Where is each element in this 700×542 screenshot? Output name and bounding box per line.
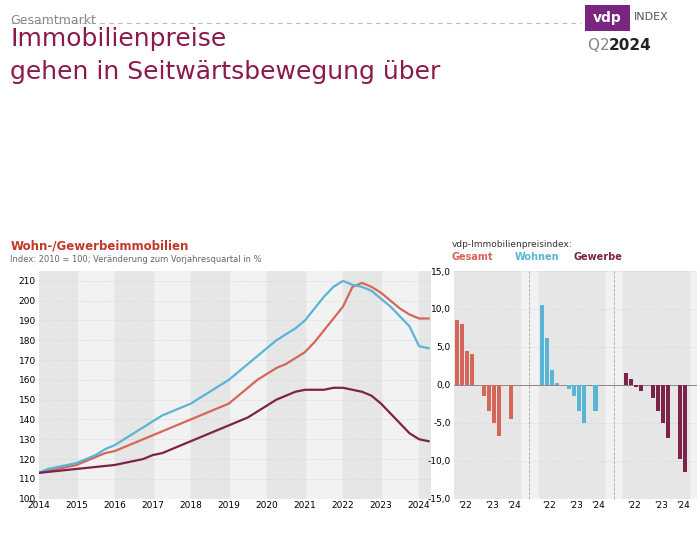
Bar: [582, 385, 586, 423]
Bar: [683, 385, 687, 472]
Text: Gesamt: Gesamt: [452, 252, 493, 262]
Bar: [566, 385, 570, 389]
Text: Gewerbe: Gewerbe: [574, 252, 623, 262]
Bar: [470, 354, 475, 385]
Text: vdp-Immobilienpreisindex:: vdp-Immobilienpreisindex:: [452, 240, 573, 249]
Bar: [624, 271, 689, 499]
Text: vdp: vdp: [593, 11, 622, 25]
Bar: [624, 373, 629, 385]
Bar: [661, 385, 666, 423]
Bar: [455, 320, 459, 385]
Bar: [343, 271, 381, 499]
Bar: [554, 383, 559, 385]
Bar: [454, 271, 519, 499]
Bar: [572, 385, 576, 396]
Text: Immobilienpreise: Immobilienpreise: [10, 27, 227, 51]
Bar: [666, 385, 671, 438]
Bar: [656, 385, 660, 411]
Bar: [497, 385, 501, 436]
Bar: [540, 305, 544, 385]
Bar: [267, 271, 305, 499]
Text: 2024: 2024: [609, 38, 652, 53]
Bar: [629, 379, 634, 385]
Bar: [678, 385, 682, 459]
Bar: [594, 385, 598, 411]
Bar: [634, 385, 638, 387]
Text: INDEX: INDEX: [634, 12, 668, 22]
Bar: [509, 385, 513, 419]
Bar: [492, 385, 496, 423]
Bar: [651, 385, 655, 398]
Text: Wohnen: Wohnen: [514, 252, 559, 262]
Bar: [577, 385, 581, 411]
Text: Gesamtmarkt: Gesamtmarkt: [10, 14, 97, 27]
Bar: [460, 324, 464, 385]
Text: Wohn-/Gewerbeimmobilien: Wohn-/Gewerbeimmobilien: [10, 240, 189, 253]
Bar: [115, 271, 153, 499]
Bar: [545, 338, 549, 385]
Text: Q2: Q2: [588, 38, 615, 53]
Text: gehen in Seitwärtsbewegung über: gehen in Seitwärtsbewegung über: [10, 60, 441, 83]
Bar: [190, 271, 229, 499]
Text: Index: 2010 = 100; Veränderung zum Vorjahresquartal in %: Index: 2010 = 100; Veränderung zum Vorja…: [10, 255, 262, 264]
Bar: [639, 385, 643, 391]
Bar: [38, 271, 76, 499]
Bar: [539, 271, 604, 499]
Bar: [482, 385, 486, 396]
Bar: [487, 385, 491, 411]
Bar: [419, 271, 457, 499]
Bar: [465, 351, 470, 385]
Bar: [550, 370, 554, 385]
